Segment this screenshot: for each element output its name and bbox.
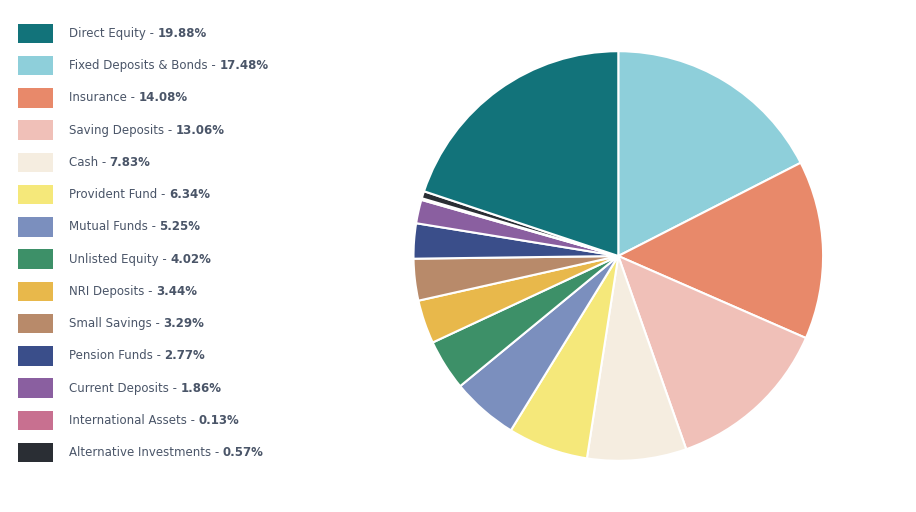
Text: 4.02%: 4.02% (170, 252, 211, 266)
Text: 19.88%: 19.88% (158, 27, 207, 40)
Wedge shape (587, 256, 686, 461)
Wedge shape (413, 256, 618, 301)
Text: NRI Deposits -: NRI Deposits - (69, 285, 156, 298)
Wedge shape (424, 51, 618, 256)
Wedge shape (416, 200, 618, 256)
Text: 13.06%: 13.06% (176, 123, 224, 137)
Wedge shape (460, 256, 618, 431)
Wedge shape (413, 223, 618, 259)
Text: 6.34%: 6.34% (169, 188, 210, 201)
Wedge shape (419, 256, 618, 343)
Text: 5.25%: 5.25% (159, 220, 201, 233)
Text: Mutual Funds -: Mutual Funds - (69, 220, 159, 233)
Wedge shape (421, 191, 618, 256)
Wedge shape (618, 51, 801, 256)
Wedge shape (618, 163, 823, 338)
Text: 1.86%: 1.86% (180, 381, 222, 395)
Text: Alternative Investments -: Alternative Investments - (69, 446, 223, 459)
Text: Direct Equity -: Direct Equity - (69, 27, 158, 40)
Text: Insurance -: Insurance - (69, 91, 138, 104)
Text: Current Deposits -: Current Deposits - (69, 381, 180, 395)
Text: 2.77%: 2.77% (165, 349, 205, 362)
Text: 3.29%: 3.29% (163, 317, 204, 330)
Text: 14.08%: 14.08% (138, 91, 188, 104)
Wedge shape (432, 256, 618, 386)
Text: 0.57%: 0.57% (223, 446, 264, 459)
Text: 0.13%: 0.13% (199, 414, 239, 427)
Text: International Assets -: International Assets - (69, 414, 199, 427)
Wedge shape (511, 256, 618, 458)
Text: 17.48%: 17.48% (219, 59, 268, 72)
Text: Saving Deposits -: Saving Deposits - (69, 123, 176, 137)
Wedge shape (421, 198, 618, 256)
Text: Cash -: Cash - (69, 156, 110, 169)
Text: Pension Funds -: Pension Funds - (69, 349, 165, 362)
Text: Small Savings -: Small Savings - (69, 317, 163, 330)
Text: 3.44%: 3.44% (156, 285, 197, 298)
Text: Provident Fund -: Provident Fund - (69, 188, 169, 201)
Text: Fixed Deposits & Bonds -: Fixed Deposits & Bonds - (69, 59, 219, 72)
Text: 7.83%: 7.83% (110, 156, 150, 169)
Wedge shape (618, 256, 806, 449)
Text: Unlisted Equity -: Unlisted Equity - (69, 252, 170, 266)
